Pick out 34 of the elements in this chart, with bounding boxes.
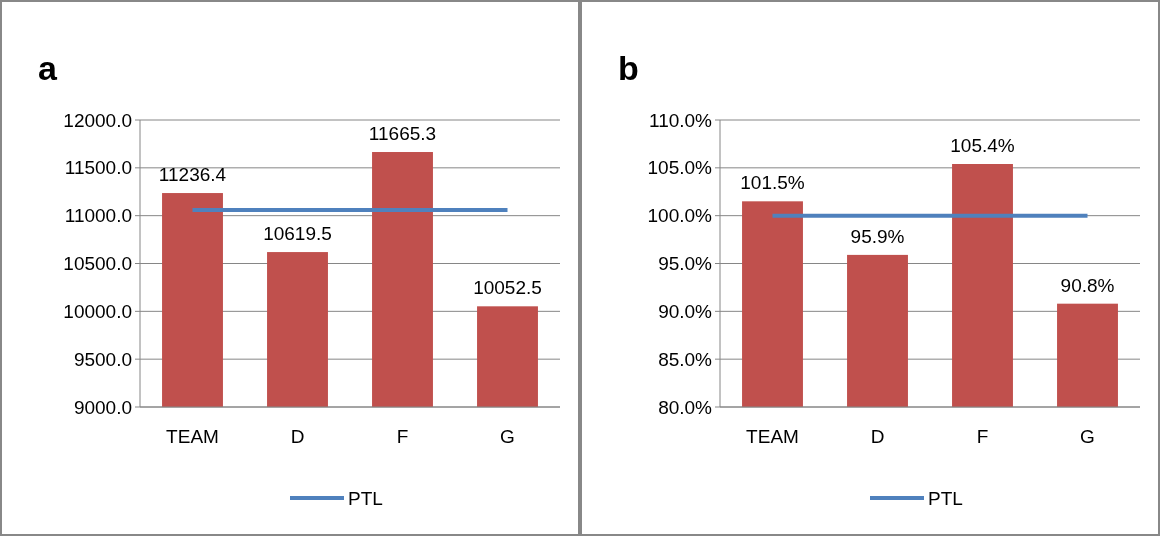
y-tick-label: 85.0%: [658, 348, 713, 370]
y-tick-label: 9000.0: [73, 396, 132, 418]
data-label: 10052.5: [473, 277, 542, 299]
x-tick-label: TEAM: [166, 426, 219, 447]
y-tick-label: 11000.0: [64, 205, 132, 227]
data-label: 105.4%: [950, 135, 1015, 157]
y-tick-label: 100.0%: [647, 205, 713, 227]
chart-title: a: [38, 49, 58, 87]
x-tick-label: G: [1080, 426, 1095, 447]
y-tick-label: 95.0%: [658, 253, 713, 275]
legend-label: PTL: [348, 487, 383, 509]
data-label: 95.9%: [850, 225, 905, 247]
y-tick-label: 80.0%: [658, 396, 713, 418]
legend-label: PTL: [928, 487, 963, 509]
y-tick-label: 10500.0: [63, 253, 132, 275]
y-tick-label: 11500.0: [64, 157, 132, 179]
data-label: 90.8%: [1060, 274, 1115, 296]
y-tick-label: 10000.0: [63, 300, 132, 322]
data-label: 11236.4: [158, 164, 227, 186]
y-tick-label: 90.0%: [658, 300, 713, 322]
y-tick-label: 12000.0: [63, 109, 132, 131]
y-tick-label: 110.0%: [648, 109, 713, 131]
x-tick-label: TEAM: [746, 426, 799, 447]
data-label: 11665.3: [368, 123, 437, 145]
x-tick-label: F: [396, 426, 409, 447]
x-tick-label: D: [870, 426, 885, 447]
data-label: 101.5%: [740, 172, 805, 194]
y-tick-label: 9500.0: [73, 348, 132, 370]
data-label: 10619.5: [263, 223, 332, 245]
chart-title: b: [618, 49, 639, 87]
x-tick-label: D: [290, 426, 305, 447]
y-tick-label: 105.0%: [647, 157, 713, 179]
x-tick-label: G: [500, 426, 515, 447]
x-tick-label: F: [976, 426, 989, 447]
